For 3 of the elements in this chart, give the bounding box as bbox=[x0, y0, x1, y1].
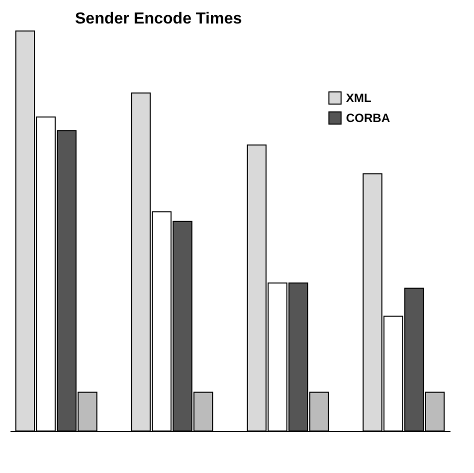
legend-label: CORBA bbox=[346, 111, 390, 125]
legend-label: XML bbox=[346, 91, 372, 105]
chart-title: Sender Encode Times bbox=[75, 10, 242, 28]
